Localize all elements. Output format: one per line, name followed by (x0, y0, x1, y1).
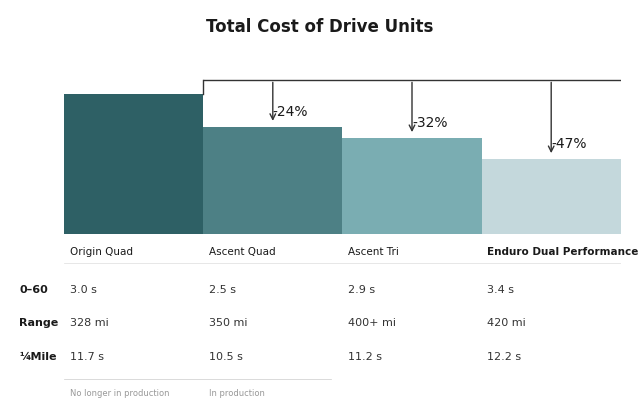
Text: ¼Mile: ¼Mile (19, 352, 57, 362)
Text: 350 mi: 350 mi (209, 318, 247, 328)
Text: -32%: -32% (412, 116, 447, 130)
Text: 12.2 s: 12.2 s (487, 352, 522, 362)
Text: No longer in production: No longer in production (70, 389, 169, 399)
Text: 2.9 s: 2.9 s (348, 285, 375, 295)
Text: 3.0 s: 3.0 s (70, 285, 97, 295)
Bar (342, 138, 481, 234)
Text: Origin Quad: Origin Quad (70, 247, 132, 257)
Text: 11.7 s: 11.7 s (70, 352, 104, 362)
Text: -24%: -24% (273, 105, 308, 119)
Text: 328 mi: 328 mi (70, 318, 108, 328)
Text: In production: In production (209, 389, 265, 399)
Text: 0–60: 0–60 (19, 285, 48, 295)
Bar (482, 160, 621, 234)
Text: 11.2 s: 11.2 s (348, 352, 382, 362)
Text: 3.4 s: 3.4 s (487, 285, 514, 295)
Text: 400+ mi: 400+ mi (348, 318, 396, 328)
Text: Enduro Dual Performance: Enduro Dual Performance (487, 247, 639, 257)
Text: Ascent Quad: Ascent Quad (209, 247, 275, 257)
Text: Ascent Tri: Ascent Tri (348, 247, 399, 257)
Text: 10.5 s: 10.5 s (209, 352, 243, 362)
Text: 2.5 s: 2.5 s (209, 285, 236, 295)
Text: Range: Range (19, 318, 59, 328)
Bar (204, 127, 342, 234)
Text: Total Cost of Drive Units: Total Cost of Drive Units (206, 18, 434, 36)
Text: 420 mi: 420 mi (487, 318, 526, 328)
Bar (64, 93, 204, 234)
Text: -47%: -47% (551, 137, 587, 151)
